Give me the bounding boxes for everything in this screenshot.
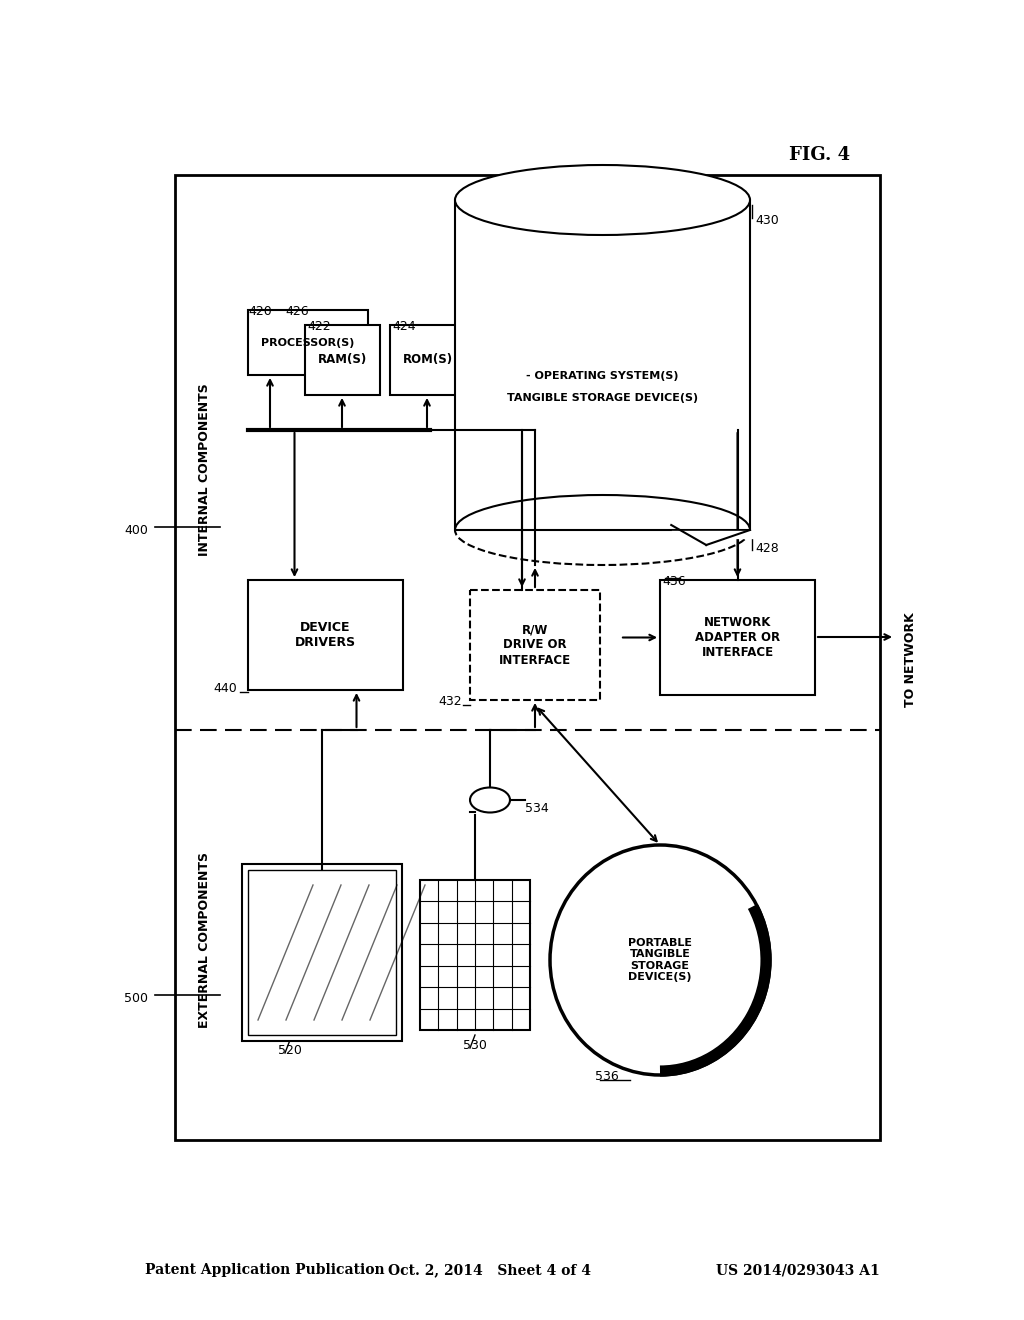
Text: 400: 400 (124, 524, 148, 536)
Ellipse shape (550, 845, 770, 1074)
Text: 530: 530 (463, 1039, 487, 1052)
Text: 428: 428 (755, 543, 778, 554)
Bar (390, 325, 465, 395)
Text: TO NETWORK: TO NETWORK (903, 612, 916, 708)
Text: EXTERNAL COMPONENTS: EXTERNAL COMPONENTS (199, 851, 212, 1028)
Bar (248, 579, 403, 690)
Bar (660, 579, 815, 696)
Text: 426: 426 (285, 305, 308, 318)
Text: 436: 436 (662, 576, 686, 587)
Text: 424: 424 (392, 319, 416, 333)
Text: R/W
DRIVE OR
INTERFACE: R/W DRIVE OR INTERFACE (499, 623, 571, 667)
Text: 422: 422 (307, 319, 331, 333)
Text: PORTABLE
TANGIBLE
STORAGE
DEVICE(S): PORTABLE TANGIBLE STORAGE DEVICE(S) (628, 937, 692, 982)
Text: 432: 432 (438, 696, 462, 708)
Text: 430: 430 (755, 214, 778, 227)
Text: 440: 440 (213, 682, 237, 696)
Text: INTERNAL COMPONENTS: INTERNAL COMPONENTS (199, 384, 212, 556)
Text: FIG. 4: FIG. 4 (790, 147, 851, 164)
Text: 500: 500 (124, 991, 148, 1005)
Text: DEVICE
DRIVERS: DEVICE DRIVERS (295, 620, 356, 649)
Bar (470, 590, 600, 700)
Text: NETWORK
ADAPTER OR
INTERFACE: NETWORK ADAPTER OR INTERFACE (695, 616, 780, 659)
Bar (248, 310, 368, 375)
Bar (420, 880, 530, 1030)
Bar (455, 201, 750, 531)
Ellipse shape (455, 165, 750, 235)
Bar (248, 870, 396, 1035)
Text: RAM(S): RAM(S) (317, 354, 368, 367)
Bar (305, 325, 380, 395)
Ellipse shape (470, 788, 510, 813)
Text: 536: 536 (595, 1071, 618, 1082)
Bar (175, 176, 880, 1140)
Text: 520: 520 (279, 1044, 302, 1057)
Bar (242, 865, 402, 1041)
Text: TANGIBLE STORAGE DEVICE(S): TANGIBLE STORAGE DEVICE(S) (507, 393, 698, 403)
Text: PROCESSOR(S): PROCESSOR(S) (261, 338, 354, 347)
Text: US 2014/0293043 A1: US 2014/0293043 A1 (716, 1263, 880, 1276)
Text: ROM(S): ROM(S) (402, 354, 453, 367)
Text: 534: 534 (525, 803, 549, 814)
Text: Oct. 2, 2014   Sheet 4 of 4: Oct. 2, 2014 Sheet 4 of 4 (388, 1263, 592, 1276)
Text: Patent Application Publication: Patent Application Publication (145, 1263, 385, 1276)
Text: 420: 420 (248, 305, 271, 318)
Text: - OPERATING SYSTEM(S): - OPERATING SYSTEM(S) (526, 371, 679, 381)
